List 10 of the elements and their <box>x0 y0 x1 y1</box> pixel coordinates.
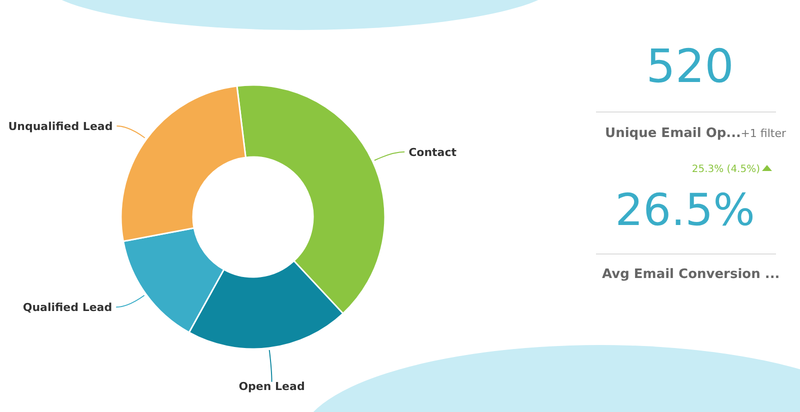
text: +1 filter <box>740 127 786 140</box>
text: Unique Email Op... <box>605 126 741 141</box>
text: 25.3% (4.5%) <box>692 164 760 175</box>
slice-label: Contact <box>408 146 456 159</box>
slice-label: Open Lead <box>238 380 305 393</box>
text: Avg Email Conversion ... <box>602 267 780 282</box>
text: 520 <box>646 39 734 93</box>
slice-label: Qualified Lead <box>22 301 112 314</box>
slice-label: Unqualified Lead <box>8 120 113 134</box>
text: 26.5% <box>615 185 755 236</box>
